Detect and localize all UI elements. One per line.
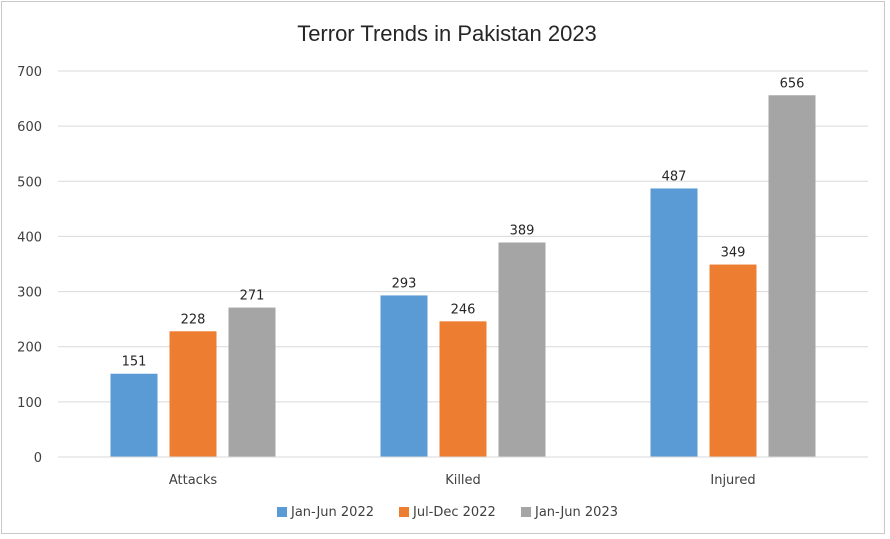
x-axis: Attacks Killed Injured [58, 456, 868, 488]
y-tick-label: 100 [17, 396, 42, 411]
x-tick-label: Attacks [169, 473, 218, 488]
data-label: 293 [392, 276, 417, 291]
legend-swatch [399, 507, 409, 517]
x-tick-label: Killed [445, 473, 481, 488]
legend: Jan-Jun 2022 Jul-Dec 2022 Jan-Jun 2023 [277, 505, 618, 520]
x-tick-label: Injured [710, 473, 755, 488]
bar [650, 188, 698, 457]
data-label: 246 [451, 302, 476, 317]
legend-label: Jan-Jun 2022 [290, 505, 374, 520]
legend-swatch [521, 507, 531, 517]
bar [709, 264, 757, 457]
legend-label: Jan-Jun 2023 [534, 505, 618, 520]
y-tick-label: 600 [17, 120, 42, 135]
legend-swatch [277, 507, 287, 517]
data-label: 656 [780, 76, 805, 91]
bar [439, 321, 487, 457]
bar [768, 95, 816, 458]
y-axis: 0 100 200 300 400 500 600 700 [17, 65, 42, 466]
bar [169, 331, 217, 457]
bar [228, 307, 276, 457]
data-label: 151 [122, 355, 147, 370]
data-labels: 151 228 271 293 246 389 487 349 656 [122, 76, 805, 369]
bars [110, 95, 816, 458]
y-tick-label: 400 [17, 230, 42, 245]
data-label: 389 [510, 223, 535, 238]
bar [110, 373, 158, 457]
bar [380, 295, 428, 457]
y-tick-label: 700 [17, 65, 42, 80]
data-label: 349 [721, 246, 746, 261]
data-label: 271 [240, 289, 265, 304]
y-tick-label: 500 [17, 175, 42, 190]
data-label: 487 [662, 169, 687, 184]
chart-title: Terror Trends in Pakistan 2023 [297, 21, 597, 46]
y-tick-label: 0 [34, 451, 42, 466]
y-tick-label: 300 [17, 286, 42, 301]
bar [498, 242, 546, 457]
data-label: 228 [181, 312, 206, 327]
y-tick-label: 200 [17, 341, 42, 356]
legend-label: Jul-Dec 2022 [412, 505, 496, 520]
